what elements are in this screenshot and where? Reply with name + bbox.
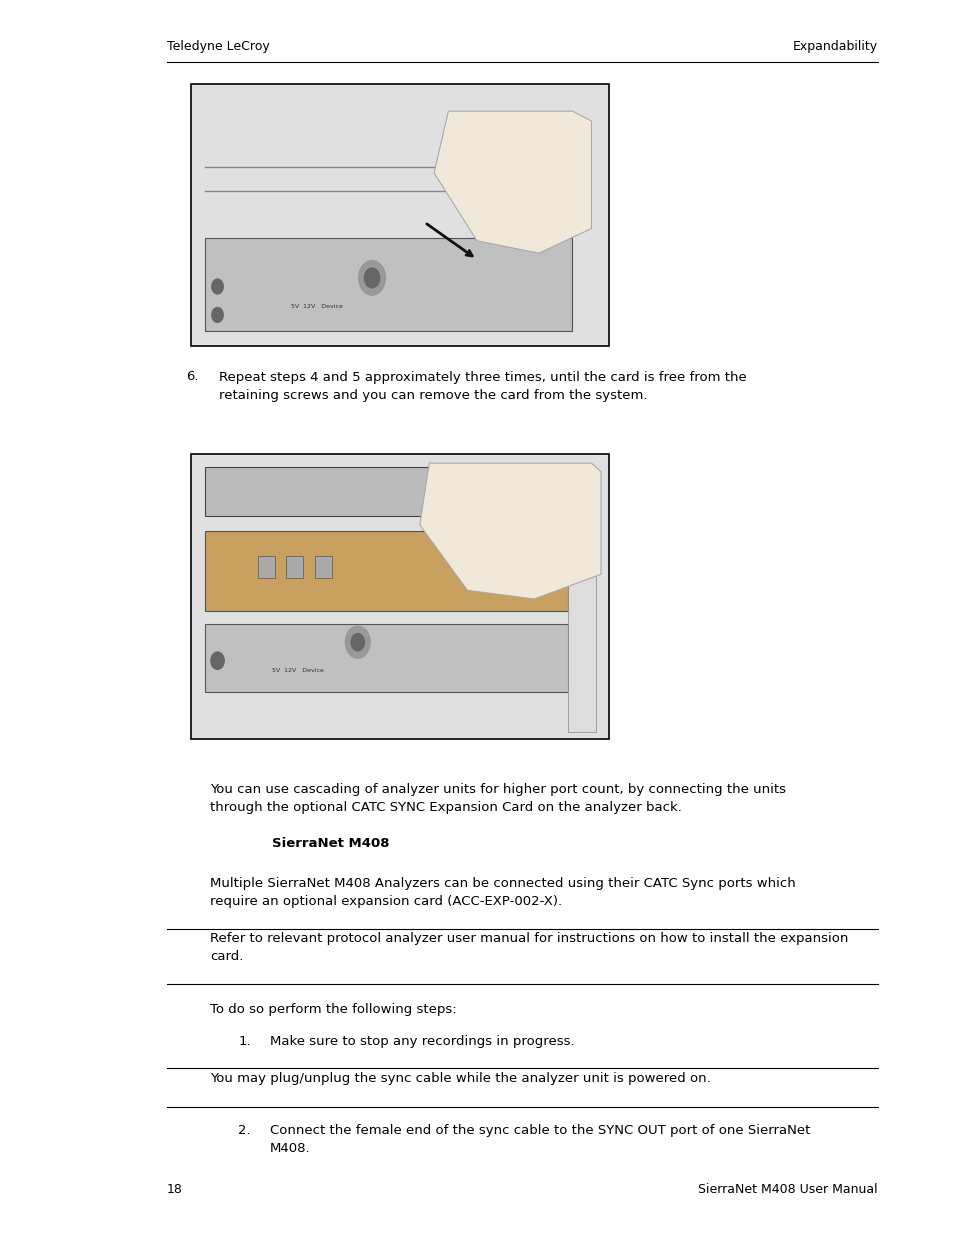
Text: Refer to relevant protocol analyzer user manual for instructions on how to insta: Refer to relevant protocol analyzer user…	[210, 932, 847, 963]
Text: 5V  12V   Device: 5V 12V Device	[291, 304, 342, 309]
Circle shape	[212, 279, 223, 294]
FancyBboxPatch shape	[191, 84, 608, 346]
Text: Repeat steps 4 and 5 approximately three times, until the card is free from the
: Repeat steps 4 and 5 approximately three…	[219, 370, 746, 401]
Text: Multiple SierraNet M408 Analyzers can be connected using their CATC Sync ports w: Multiple SierraNet M408 Analyzers can be…	[210, 877, 795, 908]
Polygon shape	[419, 463, 600, 599]
FancyBboxPatch shape	[567, 473, 596, 732]
FancyBboxPatch shape	[205, 467, 577, 516]
Circle shape	[212, 308, 223, 322]
FancyBboxPatch shape	[205, 624, 567, 692]
Circle shape	[211, 652, 224, 669]
Circle shape	[345, 626, 370, 658]
FancyBboxPatch shape	[191, 454, 608, 739]
Text: Make sure to stop any recordings in progress.: Make sure to stop any recordings in prog…	[270, 1035, 574, 1049]
FancyBboxPatch shape	[205, 238, 572, 331]
FancyBboxPatch shape	[257, 556, 274, 578]
Circle shape	[364, 268, 379, 288]
Text: SierraNet M408: SierraNet M408	[272, 837, 389, 851]
Text: 5V  12V   Device: 5V 12V Device	[272, 668, 323, 673]
Text: To do so perform the following steps:: To do so perform the following steps:	[210, 1003, 456, 1016]
FancyBboxPatch shape	[286, 556, 303, 578]
Text: Expandability: Expandability	[792, 40, 877, 53]
FancyBboxPatch shape	[314, 556, 332, 578]
Text: You may plug/unplug the sync cable while the analyzer unit is powered on.: You may plug/unplug the sync cable while…	[210, 1072, 710, 1086]
Text: You can use cascading of analyzer units for higher port count, by connecting the: You can use cascading of analyzer units …	[210, 783, 785, 814]
Text: 2.: 2.	[238, 1124, 251, 1137]
Circle shape	[351, 634, 364, 651]
Circle shape	[358, 261, 385, 295]
Text: Teledyne LeCroy: Teledyne LeCroy	[167, 40, 270, 53]
Text: 1.: 1.	[238, 1035, 251, 1049]
Polygon shape	[434, 111, 591, 253]
FancyBboxPatch shape	[205, 531, 567, 611]
Text: Connect the female end of the sync cable to the SYNC OUT port of one SierraNet
M: Connect the female end of the sync cable…	[270, 1124, 809, 1155]
Text: 18: 18	[167, 1183, 183, 1197]
Text: SierraNet M408 User Manual: SierraNet M408 User Manual	[698, 1183, 877, 1197]
Text: 6.: 6.	[186, 370, 198, 384]
